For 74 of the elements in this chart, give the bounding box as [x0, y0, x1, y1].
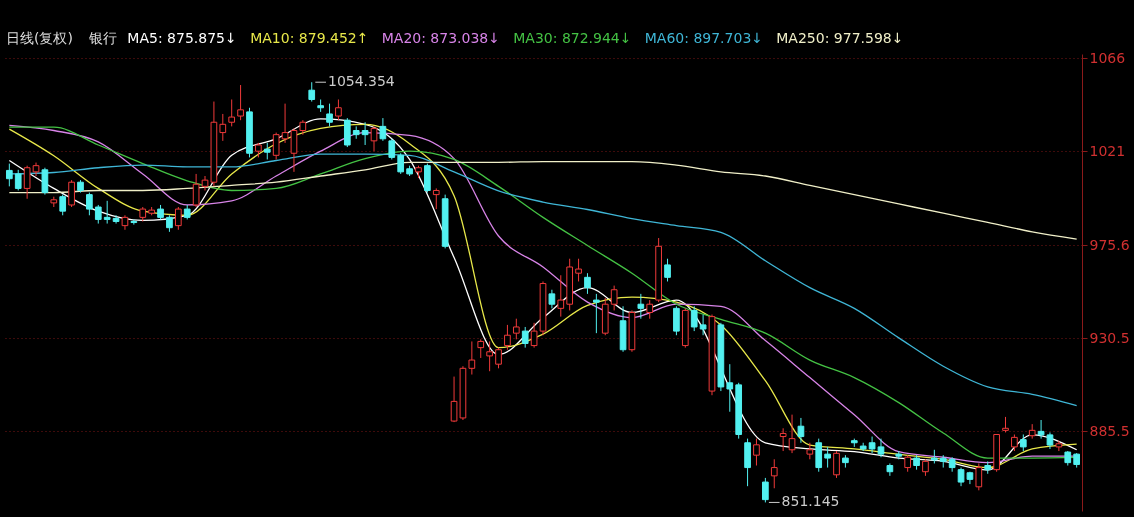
candlestick: [361, 121, 369, 146]
candlestick: [495, 347, 502, 369]
candlestick: [5, 163, 13, 187]
candlestick: [726, 363, 734, 413]
candlestick: [112, 214, 120, 225]
chart-title: 日线(复权): [6, 30, 73, 46]
candlestick: [886, 462, 894, 477]
annotation: 1054.354: [327, 73, 395, 90]
candlestick: [548, 289, 556, 309]
candlestick: [23, 165, 31, 200]
candlestick: [557, 274, 565, 318]
candlestick: [192, 173, 200, 208]
candlestick: [59, 194, 67, 216]
annotation: 851.145: [781, 493, 840, 510]
text: MA250: 977.598↓: [776, 30, 904, 46]
candlestick: [308, 81, 316, 103]
candlestick: [94, 204, 102, 225]
candlestick: [530, 322, 538, 349]
candlestick: [646, 299, 654, 320]
candlestick: [237, 84, 244, 121]
candlestick: [664, 258, 671, 282]
y-tick-label: 885.5: [1089, 422, 1130, 439]
candlestick: [41, 167, 49, 196]
candlestick: [397, 152, 405, 175]
candlestick: [788, 414, 796, 454]
candlestick: [1055, 440, 1063, 452]
candlestick: [486, 340, 493, 372]
candlestick: [779, 427, 787, 452]
candlestick: [610, 285, 618, 311]
candlestick: [575, 258, 582, 282]
y-tick-label: 975.6: [1089, 236, 1130, 253]
candlestick: [103, 200, 111, 225]
candlestick: [14, 169, 22, 191]
text: MA10: 879.452↑: [250, 30, 369, 46]
y-tick-label: 930.5: [1089, 329, 1130, 346]
chart-subtitle: 银行: [88, 30, 118, 46]
candlestick: [512, 318, 520, 340]
candlestick: [673, 305, 680, 336]
candlestick: [833, 450, 840, 479]
text: MA20: 873.038↓: [381, 30, 500, 46]
candlestick: [504, 324, 511, 351]
line-series: [8, 160, 1078, 240]
candlestick: [975, 462, 983, 491]
candlestick: [468, 340, 476, 376]
candlestick: [370, 125, 378, 152]
candlestick: [335, 98, 342, 121]
candlestick: [770, 458, 778, 489]
candlestick: [228, 98, 236, 127]
candlestick: [174, 206, 182, 231]
candlestick: [690, 305, 698, 332]
candlestick: [68, 179, 75, 208]
candlestick: [477, 338, 485, 359]
text: MA30: 872.944↓: [513, 30, 632, 46]
text: MA60: 897.703↓: [644, 30, 764, 46]
candlestick: [521, 326, 529, 349]
candlestick: [637, 293, 645, 320]
candlestick: [797, 417, 805, 444]
candlestick: [432, 187, 440, 210]
text: MA5: 875.875↓: [127, 30, 237, 46]
y-tick-label: 1066: [1089, 49, 1126, 66]
candlestick: [130, 218, 138, 226]
candlestick: [379, 117, 387, 142]
candlestick: [326, 103, 333, 127]
candlestick: [699, 314, 707, 336]
candlestick: [584, 272, 591, 295]
candlestick: [388, 138, 396, 160]
y-tick-label: 1021: [1089, 142, 1126, 159]
candlestick: [272, 132, 280, 160]
candlestick: [753, 438, 760, 467]
candlestick: [593, 293, 600, 334]
candlestick: [86, 192, 93, 216]
candlestick: [824, 446, 831, 469]
candlestick: [762, 477, 769, 503]
candlestick: [219, 113, 227, 142]
